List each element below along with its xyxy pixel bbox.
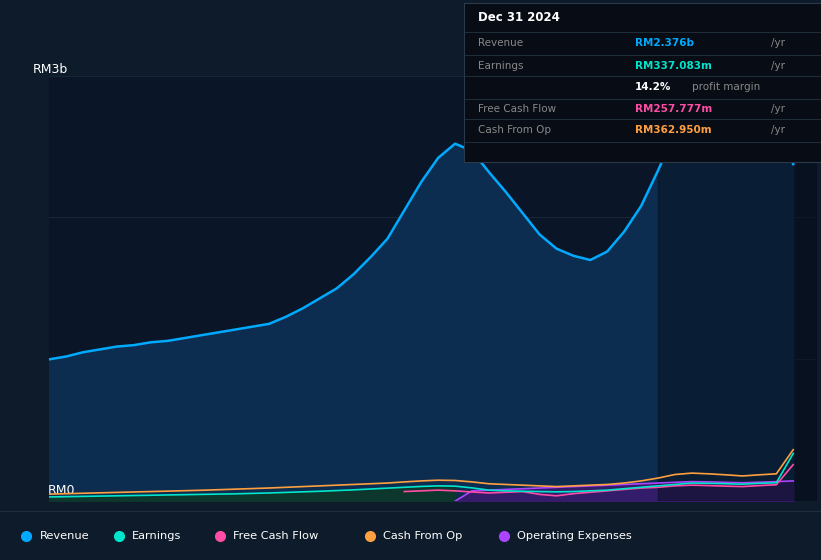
Text: Cash From Op: Cash From Op	[478, 125, 551, 136]
Text: Dec 31 2024: Dec 31 2024	[478, 11, 560, 24]
Text: Free Cash Flow: Free Cash Flow	[478, 104, 557, 114]
Text: Earnings: Earnings	[132, 531, 181, 541]
Text: RM2.376b: RM2.376b	[635, 39, 695, 49]
Text: RM362.950m: RM362.950m	[635, 125, 712, 136]
Text: RM257.777m: RM257.777m	[635, 104, 713, 114]
Text: RM0: RM0	[48, 484, 76, 497]
Text: Revenue: Revenue	[478, 39, 523, 49]
Text: RM3b: RM3b	[33, 63, 68, 76]
Text: /yr: /yr	[771, 61, 785, 71]
Text: 14.2%: 14.2%	[635, 82, 672, 92]
Text: profit margin: profit margin	[692, 82, 761, 92]
Text: Earnings: Earnings	[478, 61, 524, 71]
Bar	[658, 76, 817, 501]
Text: /yr: /yr	[771, 39, 785, 49]
Text: /yr: /yr	[771, 104, 785, 114]
Text: /yr: /yr	[771, 125, 785, 136]
Text: RM337.083m: RM337.083m	[635, 61, 712, 71]
Text: Free Cash Flow: Free Cash Flow	[233, 531, 319, 541]
Text: Cash From Op: Cash From Op	[383, 531, 463, 541]
Text: Revenue: Revenue	[39, 531, 89, 541]
Text: Operating Expenses: Operating Expenses	[517, 531, 632, 541]
